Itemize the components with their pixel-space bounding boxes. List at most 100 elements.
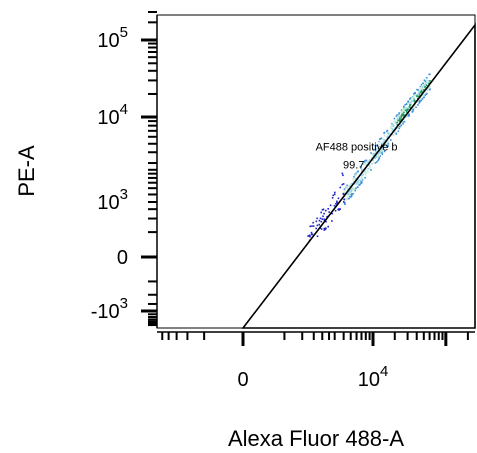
event-dot — [343, 191, 346, 194]
event-dot — [346, 184, 348, 187]
event-dot — [420, 85, 423, 88]
event-dot — [371, 157, 373, 159]
event-dot — [358, 184, 360, 186]
event-dot — [402, 108, 404, 111]
event-dot — [409, 98, 411, 100]
event-dot — [413, 100, 416, 103]
event-dot — [420, 90, 422, 93]
event-dot — [411, 111, 414, 113]
event-dot — [408, 105, 411, 107]
event-dot — [388, 132, 390, 134]
event-dot — [374, 150, 377, 153]
event-dot — [310, 233, 313, 236]
event-dot — [332, 194, 335, 197]
event-dot — [378, 146, 381, 148]
event-dot — [409, 97, 412, 99]
event-dot — [407, 114, 409, 117]
event-dot — [350, 191, 352, 194]
event-dot — [361, 163, 364, 165]
event-dot — [355, 187, 357, 190]
event-dot — [409, 107, 411, 109]
event-dot — [422, 83, 425, 86]
event-dot — [365, 163, 367, 165]
event-dot — [405, 116, 408, 118]
event-dot — [327, 208, 330, 210]
event-dot — [351, 187, 353, 190]
event-dot — [343, 198, 345, 201]
event-dot — [427, 89, 429, 92]
event-dot — [405, 106, 408, 109]
event-dot — [396, 127, 399, 130]
event-dot — [399, 117, 401, 119]
event-dot — [384, 139, 387, 142]
event-dot — [378, 152, 381, 155]
event-dot — [386, 130, 388, 133]
event-dot — [417, 104, 419, 106]
event-dot — [318, 223, 320, 226]
event-dot — [398, 113, 400, 116]
event-dot — [424, 80, 427, 83]
event-dot — [356, 186, 359, 189]
event-dot — [373, 148, 375, 151]
event-dot — [416, 88, 418, 91]
event-dot — [412, 108, 415, 110]
event-dot — [352, 178, 354, 181]
event-dot — [420, 97, 423, 99]
gate-polygon[interactable] — [241, 22, 476, 329]
event-dot — [397, 119, 400, 121]
event-dot — [358, 182, 361, 184]
event-dot — [404, 107, 406, 110]
event-dot — [419, 85, 422, 88]
event-dot — [383, 140, 385, 142]
event-dot — [406, 109, 408, 112]
event-dot — [344, 199, 347, 202]
event-dot — [316, 235, 319, 238]
event-dot — [346, 185, 349, 188]
x-tick-label: 0 — [237, 369, 248, 391]
event-dot — [356, 180, 359, 183]
event-dot — [429, 88, 431, 91]
event-dot — [333, 204, 336, 207]
event-dot — [426, 87, 429, 90]
event-dot — [426, 81, 428, 84]
event-dot — [406, 108, 409, 111]
event-dot — [382, 138, 384, 141]
event-dot — [412, 107, 415, 109]
event-dot — [417, 92, 420, 95]
event-dot — [427, 79, 430, 82]
event-dot — [327, 225, 329, 228]
event-dot — [360, 182, 363, 184]
event-dot — [323, 212, 325, 215]
event-dot — [312, 221, 314, 224]
event-dot — [376, 144, 378, 147]
event-dot — [364, 168, 367, 171]
event-dot — [397, 116, 399, 118]
event-dot — [365, 160, 367, 163]
event-dot — [331, 220, 333, 222]
event-dot — [381, 151, 383, 154]
event-dot — [396, 114, 399, 116]
event-dot — [372, 153, 374, 155]
event-dot — [382, 142, 384, 144]
event-dot — [391, 127, 393, 130]
event-dot — [374, 162, 377, 164]
event-dot — [425, 93, 428, 96]
event-dot — [348, 197, 350, 200]
event-dot — [382, 145, 385, 148]
event-dot — [401, 120, 404, 123]
event-dot — [350, 195, 353, 197]
event-dot — [331, 196, 334, 199]
event-dot — [379, 151, 381, 153]
event-dot — [347, 188, 349, 191]
event-dot — [350, 196, 352, 198]
event-dot — [394, 120, 396, 122]
event-dot — [364, 176, 366, 179]
event-dot — [380, 142, 383, 145]
event-dot — [381, 153, 384, 156]
event-dot — [406, 102, 408, 105]
event-dot — [422, 89, 425, 91]
event-dot — [397, 114, 400, 117]
event-dot — [342, 183, 345, 185]
event-dot — [362, 173, 364, 176]
event-dot — [421, 87, 424, 89]
